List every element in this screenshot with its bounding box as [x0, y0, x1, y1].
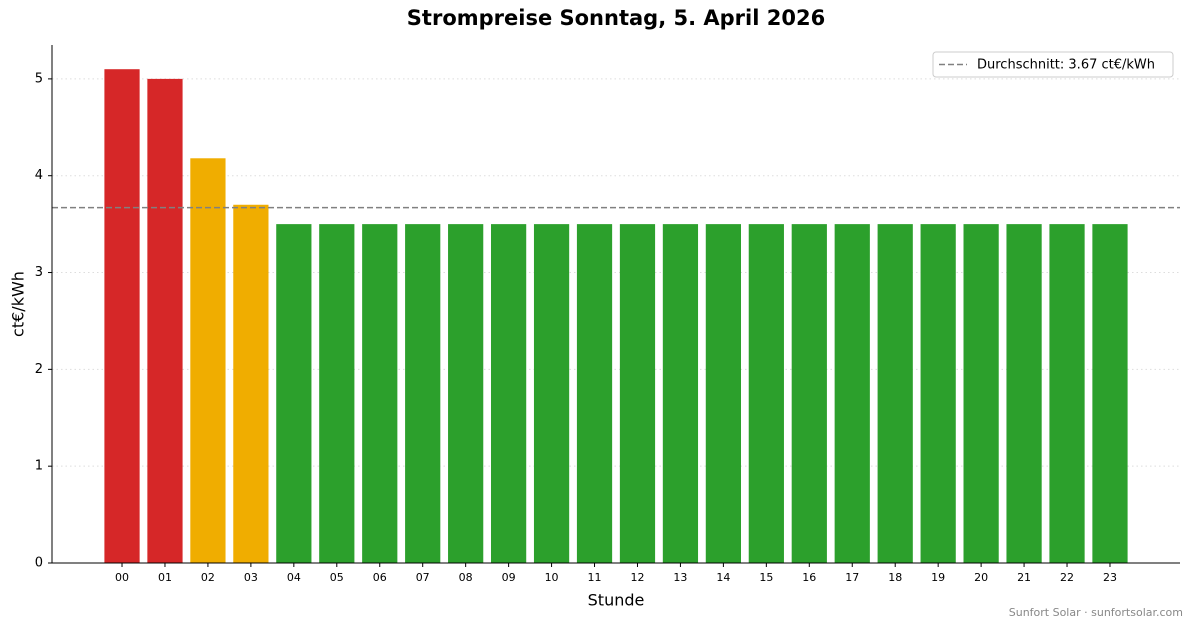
bar	[705, 224, 741, 563]
x-axis-label: Stunde	[588, 591, 645, 610]
x-tick-label: 12	[630, 571, 644, 584]
bar	[1092, 224, 1128, 563]
x-tick-label: 10	[545, 571, 559, 584]
x-tick-label: 04	[287, 571, 301, 584]
y-tick-label: 1	[35, 459, 43, 474]
legend-label: Durchschnitt: 3.67 ct€/kWh	[977, 58, 1155, 73]
bar	[662, 224, 699, 563]
y-tick-label: 5	[35, 71, 43, 86]
bar	[791, 224, 827, 563]
x-tick-label: 11	[588, 571, 602, 584]
x-tick-label: 19	[931, 571, 945, 584]
bar	[276, 224, 312, 563]
bar	[877, 224, 913, 563]
bar	[619, 224, 656, 563]
x-tick-label: 01	[158, 571, 172, 584]
y-tick-label: 0	[35, 556, 43, 571]
x-tick-label: 03	[244, 571, 258, 584]
x-tick-label: 02	[201, 571, 215, 584]
y-tick-label: 2	[35, 362, 43, 377]
x-tick-label: 14	[716, 571, 730, 584]
y-tick-label: 4	[35, 168, 43, 183]
bar	[190, 158, 226, 564]
bar	[834, 224, 870, 563]
x-tick-label: 09	[502, 571, 516, 584]
x-tick-label: 13	[673, 571, 687, 584]
x-tick-label: 00	[115, 571, 129, 584]
bar	[1049, 224, 1085, 563]
footer: Sunfort Solar · sunfortsolar.com	[1009, 606, 1183, 619]
bar	[920, 224, 956, 563]
x-tick-label: 06	[373, 571, 387, 584]
bar	[491, 224, 527, 563]
legend-box	[932, 51, 1174, 78]
bar	[233, 204, 269, 563]
x-tick-label: 15	[759, 571, 773, 584]
x-tick-label: 16	[802, 571, 816, 584]
bar	[405, 224, 441, 563]
bar	[448, 224, 484, 563]
x-tick-label: 21	[1017, 571, 1031, 584]
x-tick-label: 18	[888, 571, 902, 584]
chart-title: Strompreise Sonntag, 5. April 2026	[407, 6, 825, 30]
bar	[748, 224, 784, 563]
x-tick-label: 05	[330, 571, 344, 584]
bar	[533, 224, 570, 563]
x-tick-label: 23	[1103, 571, 1117, 584]
x-tick-label: 22	[1060, 571, 1074, 584]
bar	[147, 78, 183, 563]
bar	[1006, 224, 1042, 563]
bar	[576, 224, 613, 563]
bar	[104, 69, 140, 564]
bar	[963, 224, 999, 563]
y-tick-label: 3	[35, 265, 43, 280]
x-tick-label: 08	[459, 571, 473, 584]
bar	[319, 224, 355, 563]
x-tick-label: 17	[845, 571, 859, 584]
y-axis-label: ct€/kWh	[9, 271, 28, 337]
bar	[362, 224, 398, 563]
x-tick-label: 07	[416, 571, 430, 584]
x-tick-label: 20	[974, 571, 988, 584]
